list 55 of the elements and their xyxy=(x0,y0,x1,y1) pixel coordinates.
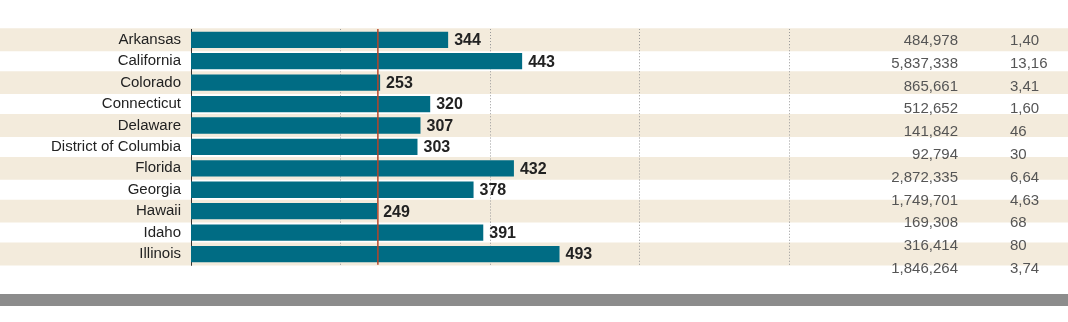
text: 80 xyxy=(1010,235,1027,256)
data-label: 432 xyxy=(519,158,547,177)
text: 484,978 xyxy=(903,30,958,50)
bar xyxy=(191,117,421,134)
bar xyxy=(191,245,560,263)
text: 5,837,338 xyxy=(891,52,958,73)
y-tick-label: Delaware xyxy=(117,115,181,133)
text: 6,64 xyxy=(1010,166,1040,187)
bar xyxy=(191,224,484,241)
text: 1,749,701 xyxy=(891,189,958,210)
text: 13,16 xyxy=(1010,52,1048,73)
bar xyxy=(191,203,378,220)
text: 4,63 xyxy=(1010,189,1040,210)
text: 3,74 xyxy=(1010,257,1040,278)
data-label: 443 xyxy=(528,51,555,70)
y-tick-label: Connecticut xyxy=(101,94,182,112)
text: 92,794 xyxy=(912,144,958,164)
data-label: 391 xyxy=(489,223,517,242)
bar xyxy=(191,74,381,91)
data-label: 249 xyxy=(383,201,410,220)
text: 169,308 xyxy=(903,212,958,233)
y-tick-label: Georgia xyxy=(127,179,182,197)
y-tick-label: Illinois xyxy=(139,244,181,262)
y-tick-label: Arkansas xyxy=(118,29,181,47)
data-label: 253 xyxy=(386,73,413,92)
text: 1,846,264 xyxy=(891,257,958,278)
data-label: 320 xyxy=(436,94,463,113)
data-label: 493 xyxy=(565,244,593,263)
bar xyxy=(191,160,514,177)
data-label: 344 xyxy=(454,30,481,49)
text: 1,60 xyxy=(1010,98,1040,119)
text: 1,40 xyxy=(1010,30,1040,50)
text: 30 xyxy=(1010,144,1027,164)
y-tick-label: Idaho xyxy=(143,222,181,240)
text: 68 xyxy=(1010,212,1027,233)
data-label: 378 xyxy=(479,180,507,199)
bar xyxy=(191,138,418,156)
y-tick-label: California xyxy=(117,51,182,69)
text: 865,661 xyxy=(903,75,958,96)
data-label: 303 xyxy=(423,137,451,156)
text: 2,872,335 xyxy=(891,166,958,187)
text: 141,842 xyxy=(903,121,958,142)
text: 3,41 xyxy=(1010,75,1040,96)
text: 316,414 xyxy=(903,235,958,256)
y-tick-label: Florida xyxy=(135,158,182,176)
text: 512,652 xyxy=(903,98,958,119)
data-label: 307 xyxy=(426,115,454,134)
y-tick-label: Hawaii xyxy=(136,201,181,219)
y-tick-label: Colorado xyxy=(120,72,181,90)
bar xyxy=(191,31,449,48)
text: 46 xyxy=(1010,121,1027,142)
bar xyxy=(191,95,431,113)
y-tick-label: District of Columbia xyxy=(51,137,182,155)
bar xyxy=(191,53,523,70)
bar xyxy=(191,181,474,198)
